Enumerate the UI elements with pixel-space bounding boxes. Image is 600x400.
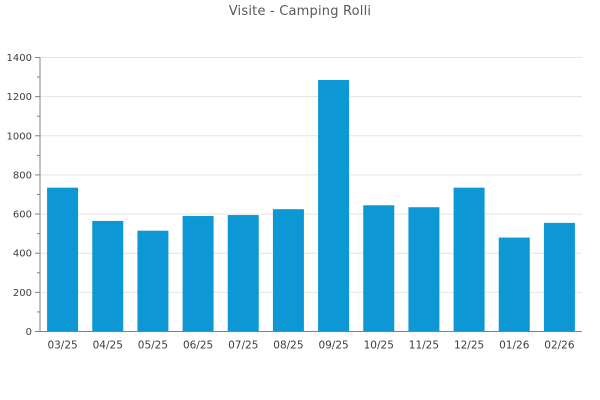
x-tick-label: 08/25: [273, 340, 303, 352]
x-tick-label: 03/25: [47, 340, 77, 352]
bar: [182, 216, 214, 332]
bar: [498, 237, 530, 332]
bar: [47, 187, 79, 332]
y-tick-label: 1400: [7, 53, 32, 64]
x-tick-label: 10/25: [364, 340, 394, 352]
y-tick-label: 1000: [7, 131, 32, 142]
y-tick-label: 600: [13, 210, 32, 221]
bar: [453, 187, 485, 332]
x-tick-label: 05/25: [138, 340, 168, 352]
x-tick-label: 09/25: [318, 340, 348, 352]
bar: [363, 205, 395, 332]
x-tick-label: 04/25: [93, 340, 123, 352]
y-tick-label: 200: [13, 288, 32, 299]
x-tick-label: 02/26: [544, 340, 575, 352]
bar: [137, 230, 169, 332]
y-tick-label: 400: [13, 249, 32, 260]
bar: [408, 207, 440, 332]
x-tick-label: 11/25: [409, 340, 439, 352]
bar: [543, 222, 575, 332]
bar: [318, 80, 350, 332]
bar: [272, 209, 304, 332]
y-tick-label: 800: [13, 170, 32, 181]
bar: [227, 215, 259, 332]
bar: [92, 220, 124, 332]
chart-title: Visite - Camping Rolli: [228, 4, 372, 19]
x-tick-label: 01/26: [499, 340, 530, 352]
y-tick-label: 0: [26, 327, 32, 338]
x-tick-label: 07/25: [228, 340, 258, 352]
x-tick-label: 12/25: [454, 340, 484, 352]
x-tick-label: 06/25: [183, 340, 213, 352]
y-tick-label: 1200: [7, 92, 32, 103]
